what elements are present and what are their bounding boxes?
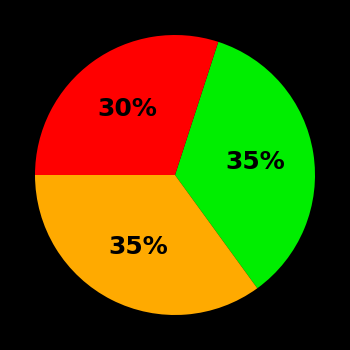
- Wedge shape: [35, 35, 218, 175]
- Text: 30%: 30%: [97, 97, 157, 121]
- Text: 35%: 35%: [108, 235, 168, 259]
- Wedge shape: [175, 42, 315, 288]
- Wedge shape: [35, 175, 257, 315]
- Text: 35%: 35%: [225, 150, 285, 174]
